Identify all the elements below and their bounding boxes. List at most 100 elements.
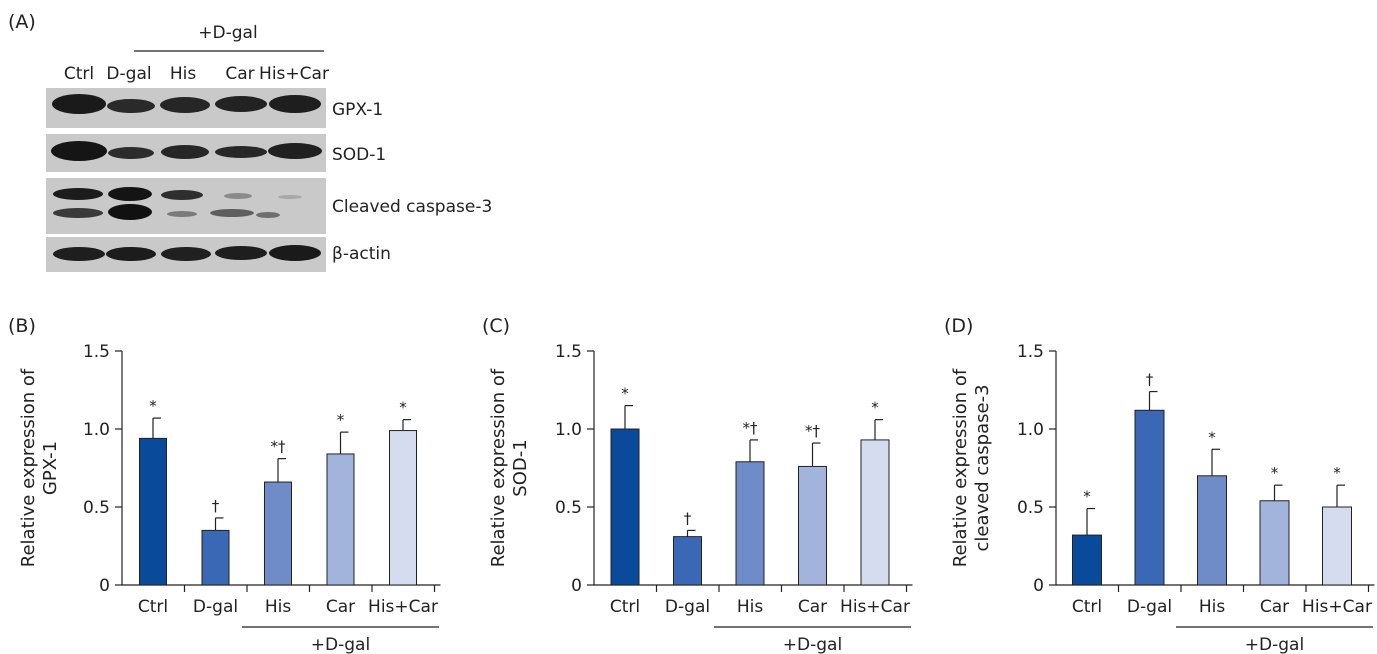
blot-band xyxy=(106,247,156,261)
bar-0 xyxy=(1072,534,1102,586)
y-axis-title-line: Relative expression of xyxy=(18,368,39,567)
blot-lane-label-car: Car xyxy=(225,64,254,84)
blot-band xyxy=(51,141,107,161)
bar-3 xyxy=(1259,500,1290,586)
y-tick-label: 1.0 xyxy=(1017,420,1044,440)
panel-a: (A) +D-gal Ctrl D-gal His Car His+Car GP… xyxy=(8,11,492,272)
bar-2 xyxy=(735,461,765,586)
bar-annotation: * xyxy=(1333,464,1341,482)
group-label: +D-gal xyxy=(783,635,842,654)
blot-band xyxy=(108,147,154,159)
blot-band xyxy=(268,143,322,159)
bar-annotation: * xyxy=(399,399,407,417)
bar-4 xyxy=(389,430,417,586)
bar-1 xyxy=(673,536,702,586)
y-tick-label: 1.5 xyxy=(83,342,110,362)
blot-band xyxy=(53,247,105,261)
chart-sod1: (C) 0 0.5 1.0 1.5 * Ctrl † D-gal *† His *† Car * His+… xyxy=(482,315,913,654)
blot-band xyxy=(215,96,267,112)
blot-band xyxy=(107,99,155,113)
bar-annotation: * xyxy=(621,385,629,403)
group-label: +D-gal xyxy=(1245,635,1304,654)
bar-2 xyxy=(1197,475,1227,586)
category-label: Ctrl xyxy=(1072,597,1102,617)
category-label: His xyxy=(1199,597,1226,617)
bar-annotation: * xyxy=(1083,488,1091,506)
blot-band xyxy=(278,195,302,199)
chart-panel-label: (D) xyxy=(944,315,973,337)
bar-4 xyxy=(1322,506,1352,586)
blot-band xyxy=(215,146,267,158)
category-label: His+Car xyxy=(840,597,910,617)
y-tick-label: 0 xyxy=(1033,576,1044,596)
blot-band xyxy=(161,247,211,261)
blot-strip-gpx1 xyxy=(46,88,326,128)
category-label: His+Car xyxy=(1302,597,1372,617)
bar-annotation: † xyxy=(684,509,692,527)
blot-lane-label-his: His xyxy=(170,64,197,84)
blot-strip-beta-actin xyxy=(46,237,326,272)
bar-0 xyxy=(139,437,167,586)
blot-band xyxy=(224,193,252,199)
y-tick-label: 0 xyxy=(571,576,582,596)
category-label: Ctrl xyxy=(138,597,168,617)
chart-panel-label: (B) xyxy=(8,315,36,337)
bar-3 xyxy=(326,453,355,586)
bar-1 xyxy=(201,529,230,586)
bar-annotation: * xyxy=(1271,464,1279,482)
y-tick-label: 0 xyxy=(99,576,110,596)
blot-band xyxy=(53,208,103,218)
bar-annotation: † xyxy=(212,497,220,515)
bar-annotation: * xyxy=(337,411,345,429)
blot-lane-label-his-car: His+Car xyxy=(259,64,329,84)
category-label: His xyxy=(265,597,292,617)
y-axis-title: Relative expression ofcleaved caspase-3 xyxy=(950,368,993,567)
blot-strip-bg xyxy=(46,178,326,234)
bar-annotation: * xyxy=(871,399,879,417)
panel-a-label: (A) xyxy=(8,11,36,33)
y-tick-label: 0.5 xyxy=(83,498,110,518)
bar-annotation: † xyxy=(1146,371,1154,389)
blot-strip-caspase3 xyxy=(46,178,326,234)
blot-band xyxy=(256,212,280,218)
blot-group-label: +D-gal xyxy=(198,23,257,43)
bar-0 xyxy=(610,428,640,586)
chart-panel-label: (C) xyxy=(482,315,510,337)
bar-3 xyxy=(798,465,827,586)
y-axis-title-line: SOD-1 xyxy=(510,439,531,496)
blot-lane-label-ctrl: Ctrl xyxy=(64,64,94,84)
blot-lane-label-dgal: D-gal xyxy=(106,64,151,84)
chart-caspase3: (D) 0 0.5 1.0 1.5 * Ctrl † D-gal * His * Car * His+Ca… xyxy=(944,315,1375,654)
blot-label-beta-actin: β-actin xyxy=(332,244,391,264)
bar-4 xyxy=(860,439,890,586)
bar-annotation: *† xyxy=(805,422,821,440)
blot-band xyxy=(108,187,152,201)
chart-gpx1: (B) 0 0.5 1.0 1.5 * Ctrl † D-gal *† His * Car * His+C… xyxy=(8,315,441,654)
blot-band xyxy=(210,209,254,217)
category-label: Car xyxy=(326,597,355,617)
category-label: Car xyxy=(1260,597,1289,617)
blot-label-sod1: SOD-1 xyxy=(332,145,386,165)
blot-band xyxy=(53,188,103,200)
bar-1 xyxy=(1134,409,1165,586)
blot-band xyxy=(52,94,106,114)
bar-annotation: * xyxy=(1208,428,1216,446)
y-axis-title-line: Relative expression of xyxy=(950,368,971,567)
bar-2 xyxy=(264,481,292,586)
category-label: D-gal xyxy=(665,597,710,617)
blot-band xyxy=(108,204,152,220)
blot-strip-sod1 xyxy=(46,134,326,172)
y-axis-title-line: GPX-1 xyxy=(40,441,61,495)
bar-annotation: * xyxy=(149,397,157,415)
group-label: +D-gal xyxy=(311,635,370,654)
blot-band xyxy=(215,246,267,260)
y-tick-label: 1.5 xyxy=(1017,342,1044,362)
y-tick-label: 0.5 xyxy=(1017,498,1044,518)
blot-band xyxy=(160,97,210,113)
blot-label-gpx1: GPX-1 xyxy=(332,100,383,120)
y-axis-title-line: Relative expression of xyxy=(488,368,509,567)
y-tick-label: 1.0 xyxy=(83,420,110,440)
y-axis-title-line: cleaved caspase-3 xyxy=(972,384,993,551)
category-label: Car xyxy=(798,597,827,617)
